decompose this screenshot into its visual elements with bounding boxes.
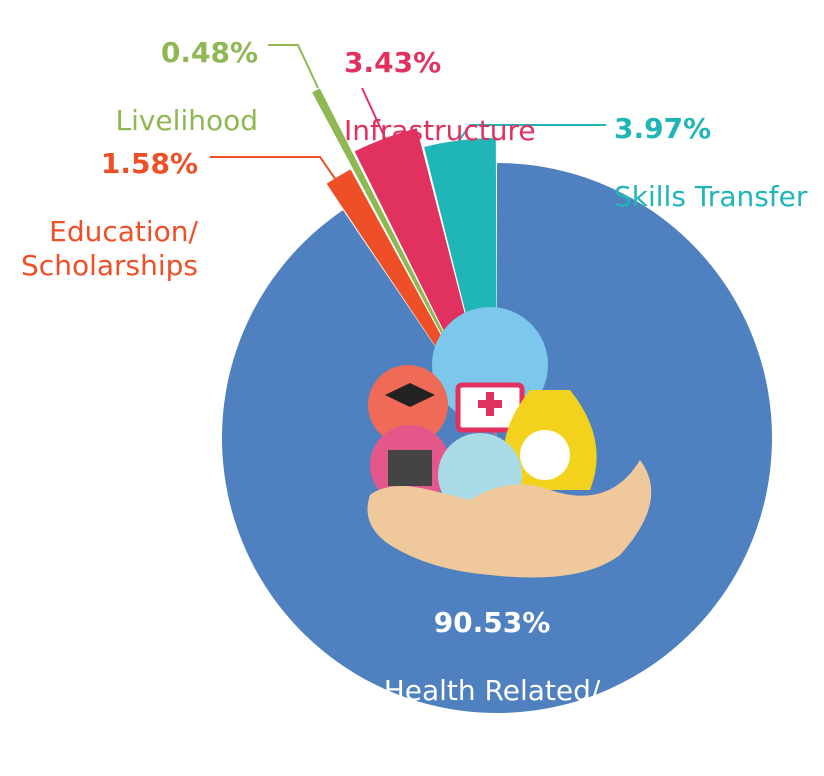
category-label: Education/ Scholarships xyxy=(21,215,198,282)
icon-cross xyxy=(478,392,502,416)
value-label: 3.97% xyxy=(614,112,712,145)
category-label: Skills Transfer xyxy=(614,180,808,213)
category-label: Health Related/ Medical Mission xyxy=(382,674,602,741)
label-group: 3.43% Infrastructure xyxy=(344,12,536,182)
leader-line xyxy=(361,87,387,141)
label-group: 3.97% Skills Transfer xyxy=(614,78,807,248)
infographic: 0.48% Livelihood 3.43% Infrastructure 3.… xyxy=(0,2,808,713)
value-label: 1.58% xyxy=(100,147,198,180)
value-label: 3.43% xyxy=(344,46,442,79)
label-group: 1.58% Education/ Scholarships xyxy=(0,113,198,317)
leader-line xyxy=(268,44,319,89)
leader-line xyxy=(210,156,337,181)
icon-cap xyxy=(385,383,435,407)
icon-coin xyxy=(520,430,570,480)
hand-illustration xyxy=(367,307,652,578)
hand xyxy=(367,460,652,578)
chart xyxy=(210,44,773,713)
value-label: 0.48% xyxy=(160,36,258,69)
label-group: 0.48% Livelihood xyxy=(90,2,258,172)
label-group: 90.53% Health Related/ Medical Mission xyxy=(342,572,642,776)
value-label: 90.53% xyxy=(433,606,551,639)
leader-line xyxy=(457,124,606,143)
category-label: Livelihood xyxy=(115,104,258,137)
icon-school xyxy=(388,450,432,486)
category-label: Infrastructure xyxy=(344,114,536,147)
leader-lines xyxy=(210,44,606,181)
